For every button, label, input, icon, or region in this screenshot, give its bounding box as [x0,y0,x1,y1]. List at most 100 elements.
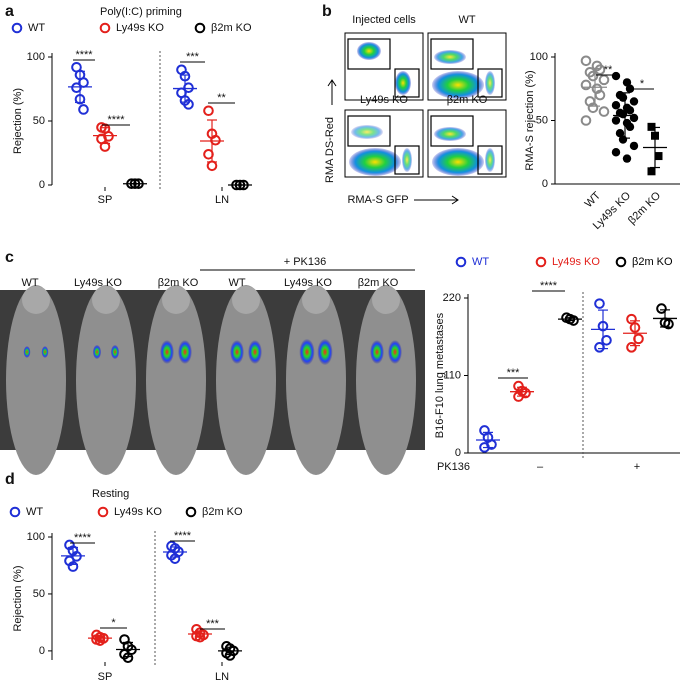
flow-plot [344,32,424,101]
luminescence [41,346,49,358]
y-tick-label: 110 [443,369,461,381]
x-tick-label: – [537,461,544,473]
significance-label: *** [186,51,200,63]
luminescence [370,340,384,364]
chart-title: Resting [92,488,129,500]
flow-plot-title: Injected cells [352,14,416,26]
mouse [76,285,136,475]
y-tick-label: 0 [39,179,45,191]
data-point [618,109,628,119]
data-point [598,74,610,86]
cell-population [434,127,466,141]
cell-population [432,148,484,176]
data-point [74,93,86,105]
significance-label: **** [74,532,92,544]
data-point [625,106,635,115]
flow-plot-title: WT [458,14,475,26]
data-point [169,553,181,564]
cell-population [434,50,466,64]
data-point [183,82,194,94]
panel-label: d [5,471,15,488]
data-point [513,391,524,402]
gate [430,38,474,70]
mouse-label: Ly49s KO [284,277,332,289]
mouse [286,285,346,475]
legend-marker [194,22,206,34]
data-point [587,70,599,82]
data-point [663,318,674,330]
cell-population [357,42,381,60]
x-tick-label: LN [215,671,229,683]
mouse-label: β2m KO [158,277,199,289]
cell-population [351,125,383,139]
data-point [598,106,610,117]
panel-label: b [322,3,332,20]
data-point [587,102,599,114]
data-point [179,70,191,82]
legend-marker [11,22,23,34]
x-tick-label: β2m KO [626,189,663,226]
significance-label: * [640,78,645,90]
flow-plot-title: β2m KO [447,94,488,106]
data-point [133,178,144,190]
data-point [224,650,236,661]
data-point [611,148,621,157]
data-point [183,99,194,110]
significance-label: **** [75,49,93,61]
data-point [568,315,579,326]
mouse-head [162,286,190,314]
y-tick-label: 100 [27,531,45,543]
data-point [71,82,82,94]
mouse-label: β2m KO [358,277,399,289]
mouse-head [372,286,400,314]
mouse [146,285,206,475]
legend-label: β2m KO [202,506,243,518]
gate [347,38,391,70]
data-point [99,141,111,152]
y-tick-label: 100 [27,51,45,63]
legend-marker [615,256,627,268]
data-point [206,160,218,172]
legend-label: WT [26,506,43,518]
data-point [626,313,637,325]
data-point [129,178,141,190]
data-point [210,134,221,146]
data-point [633,333,644,345]
legend-marker [99,22,111,34]
data-point [580,115,592,126]
significance-label: ** [604,64,613,76]
significance-label: **** [107,114,125,126]
data-point [594,342,605,353]
data-point [594,298,605,309]
x-tick-label: SP [98,194,113,206]
significance-label: *** [507,367,521,379]
x-tick-label: + [634,461,640,473]
cell-population [432,71,484,99]
mouse-head [22,286,50,314]
legend-label: Ly49s KO [552,256,600,268]
data-point [78,77,89,88]
significance-label: **** [540,280,558,292]
cell-population [349,148,401,176]
data-point [622,78,632,87]
legend-label: β2m KO [211,22,252,34]
significance-label: ** [217,92,226,104]
legend-marker [9,506,21,518]
data-point [597,320,609,332]
y-tick-label: 50 [33,588,45,600]
legend-marker [97,506,109,518]
data-point [203,105,214,117]
cell-population [402,148,412,172]
mouse-head [92,286,120,314]
x-tick-label: SP [98,671,113,683]
flow-plot-title: Ly49s KO [360,94,408,106]
data-point [601,334,612,346]
legend-label: WT [28,22,45,34]
luminescence [110,344,120,360]
y-tick-label: 50 [33,115,45,127]
arrow [414,195,459,205]
data-point [629,97,639,106]
data-point [629,322,641,333]
significance-label: **** [174,530,192,542]
